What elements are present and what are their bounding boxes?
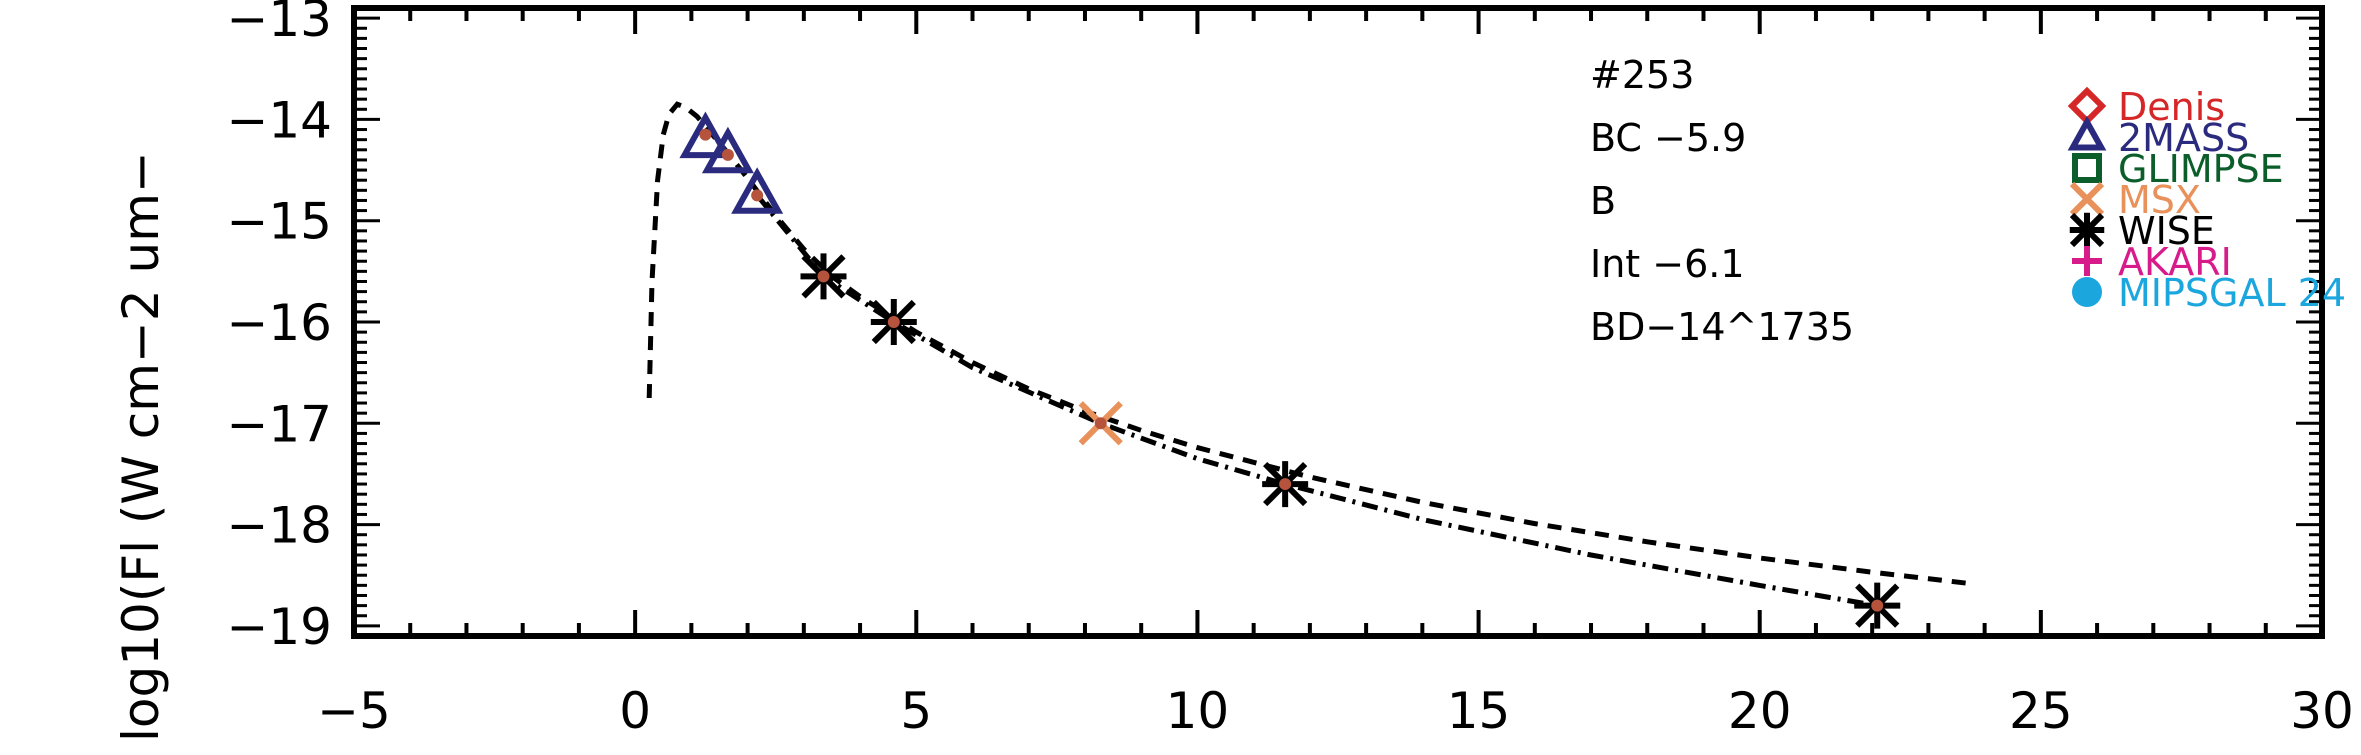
y-tick-label: −14 [226, 91, 332, 149]
data-point-dot [1094, 417, 1107, 430]
model-curve-dashed [646, 101, 1969, 586]
legend-marker-square [2072, 153, 2102, 183]
x-tick-label: −5 [317, 682, 391, 740]
data-point-triangle [701, 126, 754, 174]
x-tick-label: 25 [2009, 682, 2073, 740]
data-point-dot [1871, 599, 1884, 612]
legend-marker-x [2069, 181, 2105, 217]
y-tick-label: −18 [226, 497, 332, 555]
x-tick-label: 20 [1728, 682, 1792, 740]
x-tick-label: 5 [900, 682, 932, 740]
legend-marker-triangle [2067, 115, 2107, 151]
annotation-line: #253 [1590, 53, 1694, 97]
annotation-line: BC −5.9 [1590, 116, 1746, 160]
data-point-triangle [731, 167, 784, 214]
y-tick-label: −17 [226, 395, 332, 453]
annotation-line: Int −6.1 [1590, 242, 1745, 286]
x-tick-label: 10 [1166, 682, 1230, 740]
data-point-dot [1279, 478, 1292, 491]
legend-label: GLIMPSE [2118, 147, 2284, 191]
legend-label: 2MASS [2118, 116, 2249, 160]
data-points [679, 111, 1901, 629]
x-tick-label: 15 [1447, 682, 1511, 740]
legend-label: WISE [2118, 209, 2215, 253]
y-axis-title: log10(Fl (W cm−2 um− [112, 151, 170, 742]
data-point-dot [817, 270, 830, 283]
y-tick-label: −16 [226, 294, 332, 352]
data-point-dot [721, 148, 734, 161]
annotation-line: B [1590, 179, 1616, 223]
legend-marker-circle [2072, 277, 2102, 307]
legend-marker-asterisk [2069, 212, 2105, 248]
annotations: #253 BC −5.9 B Int −6.1 BD−14^1735 [1590, 53, 1854, 349]
data-point-dot [751, 189, 764, 202]
x-tick-label: 0 [619, 682, 651, 740]
data-point-dot [699, 128, 712, 141]
axis-labels: −5 0 5 10 15 20 25 30 −13 −14 −15 −16 −17 −18 −19 log10… [112, 0, 2354, 742]
annotation-line: BD−14^1735 [1590, 305, 1854, 349]
y-tick-label: −19 [226, 598, 332, 656]
y-tick-label: −13 [226, 0, 332, 48]
x-tick-label: 30 [2290, 682, 2354, 740]
legend-marker-plus [2072, 246, 2102, 276]
legend-label: Denis [2118, 85, 2225, 129]
legend-label: MSX [2118, 178, 2201, 222]
y-tick-label: −15 [226, 193, 332, 251]
legend-label: MIPSGAL 24 [2118, 271, 2346, 315]
model-curves [646, 101, 1969, 609]
legend-label: AKARI [2118, 240, 2232, 284]
data-point-triangle [679, 111, 732, 159]
axis-ticks [352, 6, 2324, 638]
data-point-dot [887, 316, 900, 328]
